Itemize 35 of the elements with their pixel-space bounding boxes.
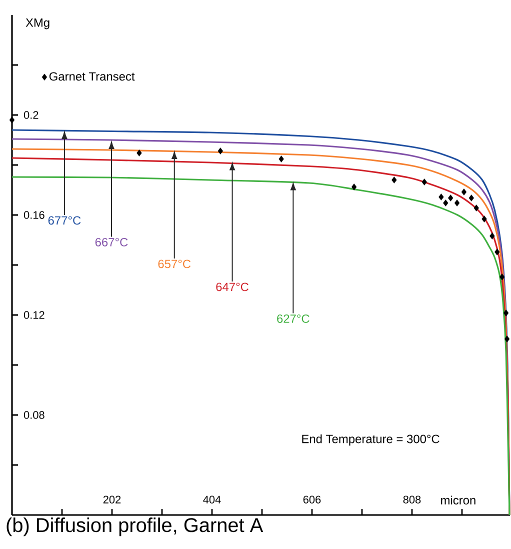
annotation: 647°C bbox=[216, 282, 249, 292]
annotation: 627°C bbox=[277, 314, 310, 323]
point bbox=[392, 176, 397, 184]
point bbox=[136, 150, 142, 156]
point bbox=[490, 232, 495, 240]
y-tick-label: 0.2 bbox=[24, 111, 38, 119]
x-tick-label: 606 bbox=[304, 496, 321, 504]
point bbox=[461, 188, 467, 196]
point bbox=[454, 200, 460, 206]
y-tick-label: 0.08 bbox=[24, 411, 44, 419]
point bbox=[474, 204, 480, 212]
x-tick-label: 404 bbox=[203, 496, 221, 504]
point bbox=[352, 184, 357, 190]
y-tick-label: 0.16 bbox=[24, 211, 44, 219]
point bbox=[468, 194, 474, 202]
annotation: End Temperature = 300°C bbox=[302, 434, 440, 446]
x-tick-label: 808 bbox=[403, 496, 421, 504]
point bbox=[438, 194, 444, 200]
point bbox=[10, 116, 15, 124]
point bbox=[448, 194, 454, 202]
point bbox=[482, 216, 487, 222]
point bbox=[422, 178, 428, 186]
x-axis-title: micron bbox=[441, 496, 476, 504]
point bbox=[443, 200, 448, 206]
y-tick-label: 0.12 bbox=[24, 311, 44, 319]
text: (b) Diffusion profile, Garnet A bbox=[6, 518, 264, 536]
annotation: 657°C bbox=[158, 260, 191, 268]
point bbox=[494, 248, 500, 256]
point bbox=[278, 156, 284, 162]
point bbox=[218, 148, 224, 154]
y-axis-title: XMg bbox=[26, 18, 50, 30]
annotation: 667°C bbox=[96, 238, 128, 246]
legend-label: Garnet Transect bbox=[50, 72, 135, 81]
x-tick-label: 202 bbox=[103, 496, 121, 504]
annotation: 677°C bbox=[48, 216, 81, 225]
